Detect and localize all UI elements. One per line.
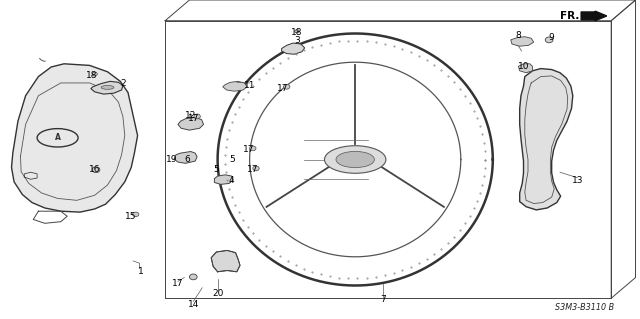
FancyArrow shape [581, 11, 607, 21]
Text: 4: 4 [229, 176, 234, 185]
Text: 16: 16 [89, 165, 100, 174]
Text: 5: 5 [229, 155, 234, 164]
Ellipse shape [194, 114, 200, 119]
Text: 15: 15 [125, 212, 137, 221]
Polygon shape [178, 117, 204, 130]
Polygon shape [518, 64, 532, 73]
Polygon shape [174, 152, 197, 163]
Polygon shape [214, 175, 233, 184]
Polygon shape [91, 81, 123, 94]
Polygon shape [520, 69, 573, 210]
Text: 5: 5 [213, 165, 218, 174]
Text: S3M3-B3110 B: S3M3-B3110 B [556, 303, 614, 312]
Ellipse shape [92, 72, 97, 76]
Text: 17: 17 [172, 279, 184, 288]
Text: FR.: FR. [561, 11, 580, 21]
Text: 9: 9 [549, 33, 554, 42]
Text: 19: 19 [166, 155, 177, 164]
Text: 11: 11 [244, 81, 255, 90]
Ellipse shape [295, 30, 300, 33]
Text: 14: 14 [188, 300, 199, 309]
Ellipse shape [284, 84, 290, 89]
Text: 10: 10 [518, 63, 529, 71]
Text: 7: 7 [380, 295, 385, 304]
Text: 1: 1 [138, 267, 143, 276]
Text: 17: 17 [247, 165, 259, 174]
Ellipse shape [189, 274, 197, 280]
Text: A: A [54, 133, 61, 142]
Ellipse shape [545, 37, 553, 43]
Text: 17: 17 [188, 114, 199, 123]
Text: 12: 12 [185, 111, 196, 120]
Polygon shape [223, 81, 247, 91]
Ellipse shape [324, 146, 386, 173]
Text: 17: 17 [277, 84, 289, 93]
Text: 6: 6 [184, 155, 189, 164]
Ellipse shape [92, 167, 100, 173]
Text: 18: 18 [291, 28, 302, 37]
Ellipse shape [101, 85, 114, 89]
Text: 17: 17 [243, 145, 254, 154]
Text: 8: 8 [516, 31, 521, 40]
Ellipse shape [250, 146, 256, 151]
Polygon shape [12, 64, 138, 212]
Polygon shape [211, 250, 240, 272]
Text: 20: 20 [212, 289, 223, 298]
Polygon shape [511, 37, 534, 46]
Polygon shape [282, 43, 305, 54]
Text: 18: 18 [86, 71, 97, 80]
Text: 2: 2 [121, 79, 126, 88]
Text: 13: 13 [572, 176, 583, 185]
Text: 3: 3 [295, 36, 300, 45]
Ellipse shape [132, 212, 139, 217]
Ellipse shape [336, 152, 374, 168]
Ellipse shape [253, 166, 259, 171]
